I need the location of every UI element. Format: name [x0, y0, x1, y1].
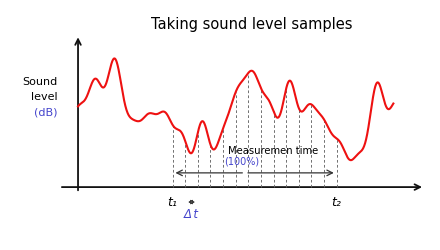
Text: Δ t: Δ t [184, 208, 199, 221]
Text: Sound: Sound [22, 77, 58, 87]
Text: Taking sound level samples: Taking sound level samples [151, 17, 352, 32]
Text: (100%): (100%) [224, 157, 260, 167]
Text: Measuremen time: Measuremen time [228, 146, 319, 156]
Text: level: level [31, 92, 58, 102]
Text: (dB): (dB) [34, 107, 58, 117]
Text: t₂: t₂ [332, 196, 341, 209]
Text: t₁: t₁ [168, 196, 178, 209]
